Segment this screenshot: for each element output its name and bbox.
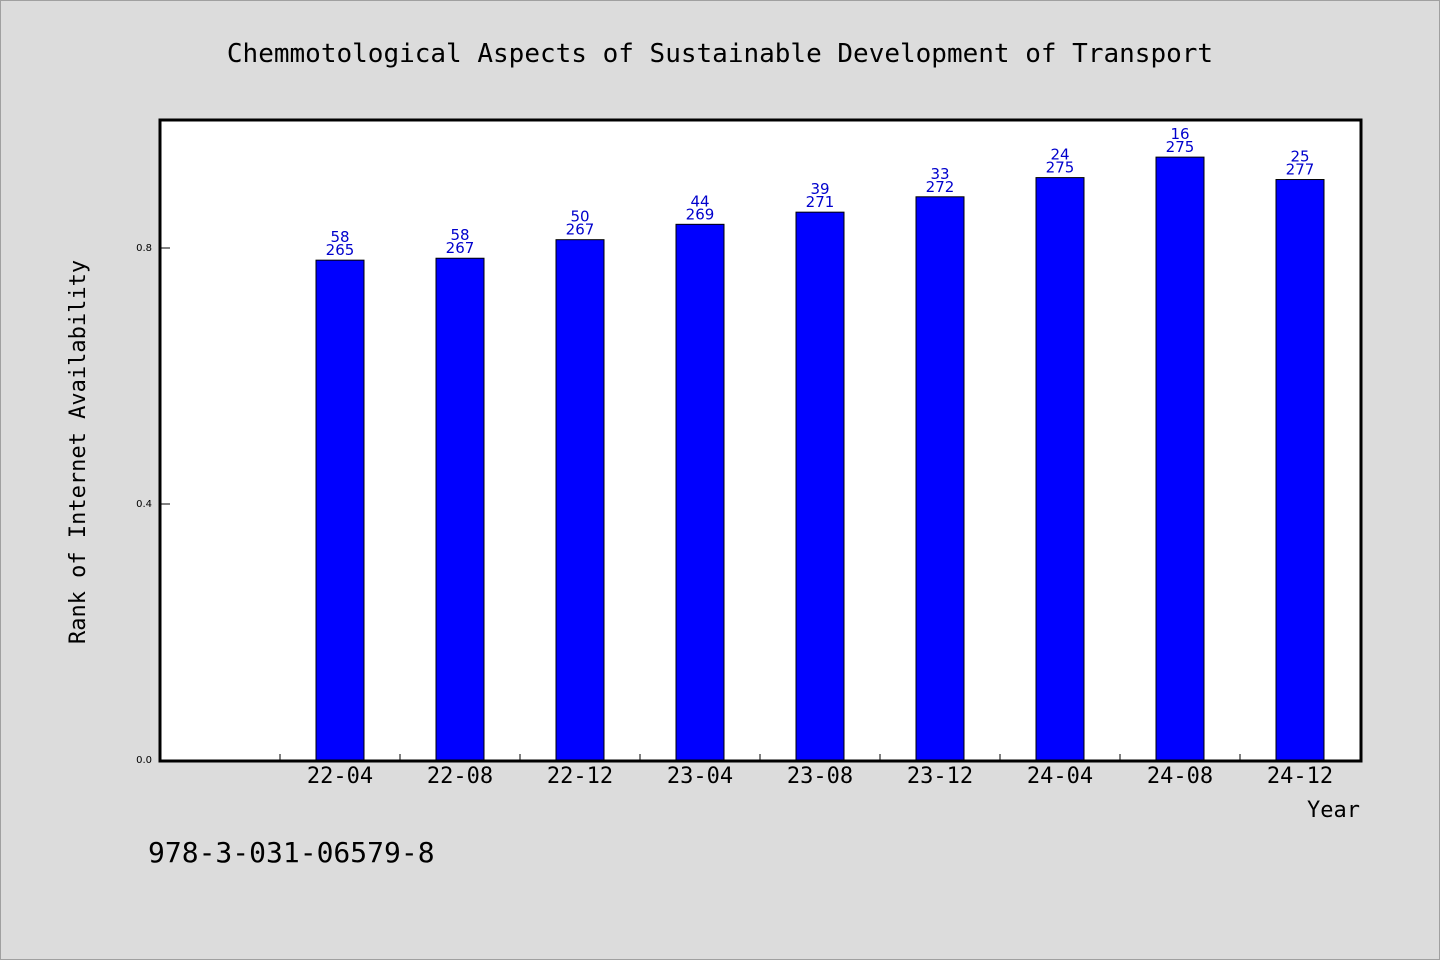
x-tick-label: 22-04 (307, 764, 373, 789)
x-tick-label: 24-12 (1267, 764, 1333, 789)
bar (315, 259, 365, 761)
bar (795, 211, 845, 761)
y-tick-label: 0.4 (136, 499, 152, 510)
y-tick-label: 0.8 (136, 243, 152, 254)
chart-title: Chemmotological Aspects of Sustainable D… (227, 39, 1213, 69)
x-axis-title: Year (1307, 798, 1360, 823)
bar (435, 257, 485, 761)
y-tick-label: 0.0 (136, 755, 152, 766)
bar-label-top: 33 (930, 165, 949, 183)
x-tick-label: 22-08 (427, 764, 493, 789)
bar-label-bottom: 271 (806, 193, 835, 211)
bar-label-top: 44 (690, 192, 709, 210)
bar-label-bottom: 267 (566, 221, 595, 239)
x-tick-label: 24-04 (1027, 764, 1093, 789)
bar (1155, 156, 1205, 761)
bar-label-bottom: 267 (446, 239, 475, 257)
bar-label-bottom: 275 (1046, 159, 1075, 177)
bar-label-top: 58 (450, 226, 469, 244)
bar (915, 196, 965, 761)
x-tick-label: 23-12 (907, 764, 973, 789)
bar-label-top: 24 (1050, 146, 1069, 164)
bar-labels-group: 5826558267502674426939271332722427516275… (326, 125, 1315, 259)
bar-label-top: 39 (810, 180, 829, 198)
bars-group (315, 156, 1325, 761)
x-tick-label: 23-04 (667, 764, 733, 789)
bar-label-bottom: 269 (686, 205, 715, 223)
bar-label-bottom: 272 (926, 178, 955, 196)
bar (1035, 177, 1085, 761)
x-tick-label: 24-08 (1147, 764, 1213, 789)
bar-label-top: 50 (570, 208, 589, 226)
bar-label-bottom: 265 (326, 241, 355, 259)
bar (675, 223, 725, 761)
x-tick-label: 22-12 (547, 764, 613, 789)
bar-label-top: 16 (1170, 125, 1189, 143)
isbn-footer: 978-3-031-06579-8 (148, 836, 435, 869)
bar-label-bottom: 277 (1286, 161, 1315, 179)
x-tick-label: 23-08 (787, 764, 853, 789)
bar (1275, 179, 1325, 761)
bar (555, 239, 605, 761)
bar-label-top: 25 (1290, 148, 1309, 166)
y-axis-title: Rank of Internet Availability (66, 260, 91, 644)
y-axis: 0.0 0.4 0.8 (136, 243, 170, 766)
bar-label-bottom: 275 (1166, 138, 1195, 156)
bar-label-top: 58 (330, 228, 349, 246)
plot-border (158, 118, 1363, 763)
x-axis: 22-04 22-08 22-12 23-04 23-08 23-12 24-04 24-08… (279, 754, 1333, 789)
